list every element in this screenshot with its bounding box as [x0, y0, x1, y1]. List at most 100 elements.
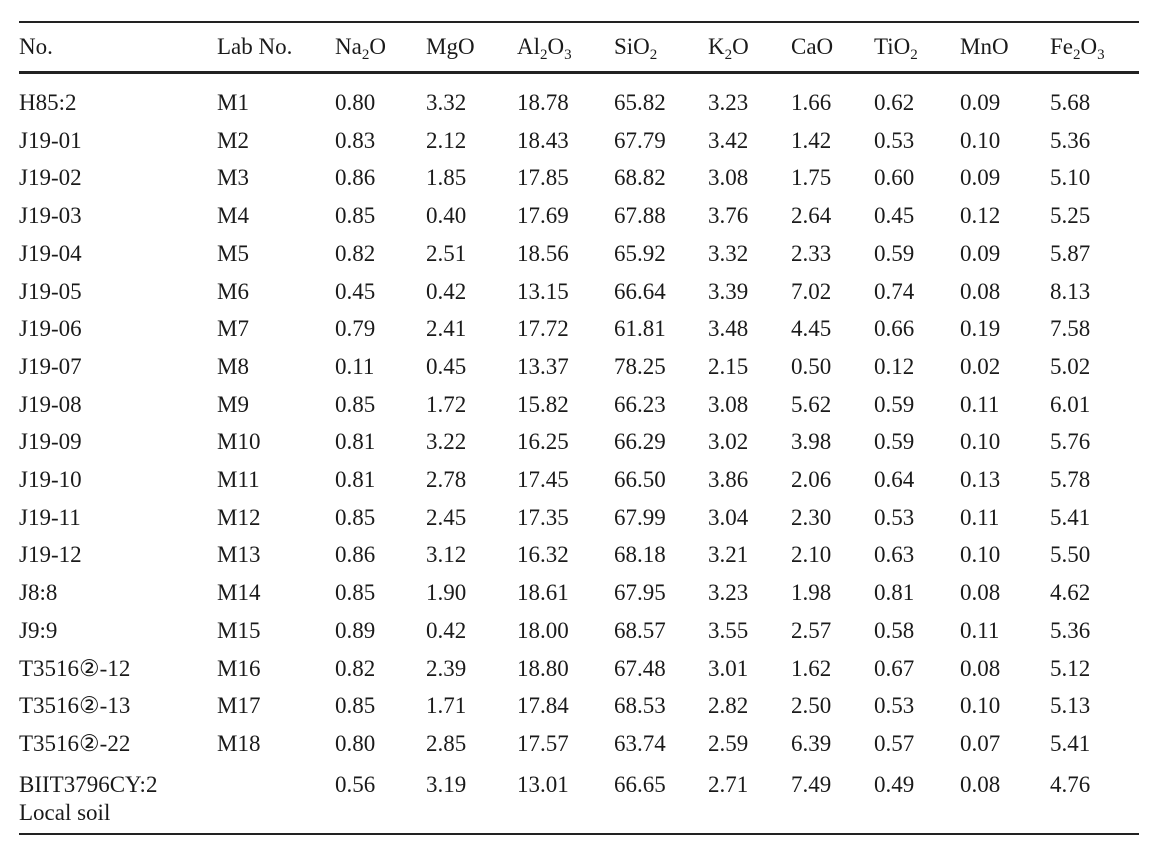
oxide-value-cell: 68.82 [614, 165, 666, 191]
lab-no-cell: M2 [217, 127, 249, 153]
oxide-value-cell: 4.45 [791, 316, 832, 342]
oxide-value-cell: 0.11 [960, 617, 1000, 643]
table-row: J19-10 M11 0.81 2.78 17.45 66.50 3.86 2.06 0.64 0… [19, 461, 1139, 499]
lab-no-cell: M6 [217, 278, 249, 304]
oxide-value-cell: 78.25 [614, 353, 666, 379]
sample-no-cell: T3516②-13 [19, 693, 131, 719]
oxide-value-cell: 0.53 [874, 693, 915, 719]
oxide-value-cell: 3.48 [708, 316, 749, 342]
oxide-value-cell: 0.13 [960, 467, 1001, 493]
sample-no-cell: J19-07 [19, 353, 82, 379]
oxide-value-cell: 5.02 [1050, 353, 1091, 379]
oxide-value-cell: 5.13 [1050, 693, 1091, 719]
bottom-rule [19, 832, 1139, 835]
oxide-value-cell: 68.57 [614, 617, 666, 643]
column-header: No. [19, 34, 53, 59]
oxide-value-cell: 0.59 [874, 391, 915, 417]
header-subscript: 3 [1097, 47, 1105, 63]
oxide-value-cell: 0.42 [426, 278, 467, 304]
header-subscript: 2 [540, 47, 548, 63]
oxide-value-cell: 3.04 [708, 504, 749, 530]
oxide-value-cell: 0.85 [335, 203, 376, 229]
oxide-value-cell: 0.58 [874, 617, 915, 643]
table-header: No. Lab No. Na2O MgO Al2O3 SiO2 K2O CaO TiO2 MnO F… [19, 23, 1139, 71]
column-header: TiO2 [874, 23, 960, 71]
lab-no-cell: M7 [217, 316, 249, 342]
header-subscript: 2 [1073, 47, 1081, 63]
table-row: J19-05 M6 0.45 0.42 13.15 66.64 3.39 7.02 0.74 0.… [19, 273, 1139, 311]
sample-no-cell: J19-01 [19, 127, 82, 153]
oxide-value-cell: 0.60 [874, 165, 915, 191]
oxide-value-cell: 0.57 [874, 730, 915, 756]
sample-no-line: BIIT3796CY:2 [19, 771, 158, 797]
oxide-value-cell: 1.62 [791, 655, 832, 681]
oxide-value-cell: 2.82 [708, 693, 749, 719]
oxide-value-cell: 3.23 [708, 90, 749, 115]
oxide-value-cell: 0.67 [874, 655, 915, 681]
oxide-value-cell: 0.83 [335, 127, 376, 153]
sample-no-cell: T3516②-22 [19, 730, 131, 756]
oxide-value-cell: 5.25 [1050, 203, 1091, 229]
column-header: MgO [426, 34, 475, 59]
oxide-value-cell: 0.62 [874, 90, 915, 115]
oxide-value-cell: 0.45 [874, 203, 915, 229]
table-row: J9:9 M15 0.89 0.42 18.00 68.57 3.55 2.57 0.58 0.1… [19, 612, 1139, 650]
oxide-value-cell: 0.09 [960, 240, 1001, 266]
data-table-body: H85:2 M1 0.80 3.32 18.78 65.82 3.23 1.66 0.62 0.0… [19, 74, 1139, 827]
oxide-value-cell: 2.71 [708, 771, 749, 797]
lab-no-cell: M9 [217, 391, 249, 417]
oxide-value-cell: 18.56 [517, 240, 569, 266]
oxide-value-cell: 0.86 [335, 165, 376, 191]
oxide-value-cell: 2.45 [426, 504, 467, 530]
sample-no-cell: J19-02 [19, 165, 82, 191]
lab-no-cell: M3 [217, 165, 249, 191]
header-text: TiO [874, 34, 911, 59]
oxide-value-cell: 0.45 [426, 353, 467, 379]
sample-note-line: Local soil [19, 799, 111, 825]
header-text: Na [335, 34, 362, 59]
oxide-value-cell: 17.72 [517, 316, 569, 342]
column-header: Na2O [335, 23, 426, 71]
oxide-value-cell: 3.55 [708, 617, 749, 643]
table-row: T3516②-13 M17 0.85 1.71 17.84 68.53 2.82 2.50 0.… [19, 687, 1139, 725]
oxide-value-cell: 5.12 [1050, 655, 1091, 681]
oxide-value-cell: 5.36 [1050, 127, 1091, 153]
oxide-value-cell: 0.42 [426, 617, 467, 643]
oxide-value-cell: 66.50 [614, 467, 666, 493]
oxide-value-cell: 2.39 [426, 655, 467, 681]
oxide-value-cell: 1.90 [426, 580, 467, 606]
oxide-value-cell: 5.36 [1050, 617, 1091, 643]
oxide-value-cell: 0.49 [874, 771, 915, 797]
oxide-value-cell: 13.37 [517, 353, 569, 379]
oxide-value-cell: 0.02 [960, 353, 1001, 379]
table-row: H85:2 M1 0.80 3.32 18.78 65.82 3.23 1.66 0.62 0.0… [19, 74, 1139, 122]
oxide-value-cell: 2.57 [791, 617, 832, 643]
header-row: No. Lab No. Na2O MgO Al2O3 SiO2 K2O CaO TiO2 MnO F… [19, 23, 1139, 71]
oxide-value-cell: 3.42 [708, 127, 749, 153]
oxide-value-cell: 3.32 [426, 90, 467, 115]
oxide-value-cell: 66.64 [614, 278, 666, 304]
oxide-value-cell: 4.76 [1050, 771, 1091, 797]
lab-no-cell: M14 [217, 580, 261, 606]
oxide-value-cell: 0.85 [335, 391, 376, 417]
oxide-value-cell: 2.06 [791, 467, 832, 493]
lab-no-cell: M17 [217, 693, 261, 719]
oxide-value-cell: 5.76 [1050, 429, 1091, 455]
header-subscript: 2 [724, 47, 733, 63]
oxide-value-cell: 2.64 [791, 203, 832, 229]
oxide-value-cell: 0.11 [335, 353, 375, 379]
oxide-value-cell: 66.65 [614, 771, 666, 797]
oxide-value-cell: 0.53 [874, 127, 915, 153]
oxide-value-cell: 5.50 [1050, 542, 1091, 568]
header-rule [19, 71, 1139, 74]
oxide-value-cell: 3.39 [708, 278, 749, 304]
oxide-value-cell: 5.87 [1050, 240, 1091, 266]
sample-no-cell: J19-08 [19, 391, 82, 417]
oxide-value-cell: 1.42 [791, 127, 832, 153]
oxide-value-cell: 17.85 [517, 165, 569, 191]
oxide-value-cell: 0.66 [874, 316, 915, 342]
oxide-value-cell: 0.11 [960, 391, 1000, 417]
header-subscript: 2 [361, 47, 370, 63]
header-text: O [547, 34, 565, 59]
column-header: Al2O3 [517, 23, 614, 71]
